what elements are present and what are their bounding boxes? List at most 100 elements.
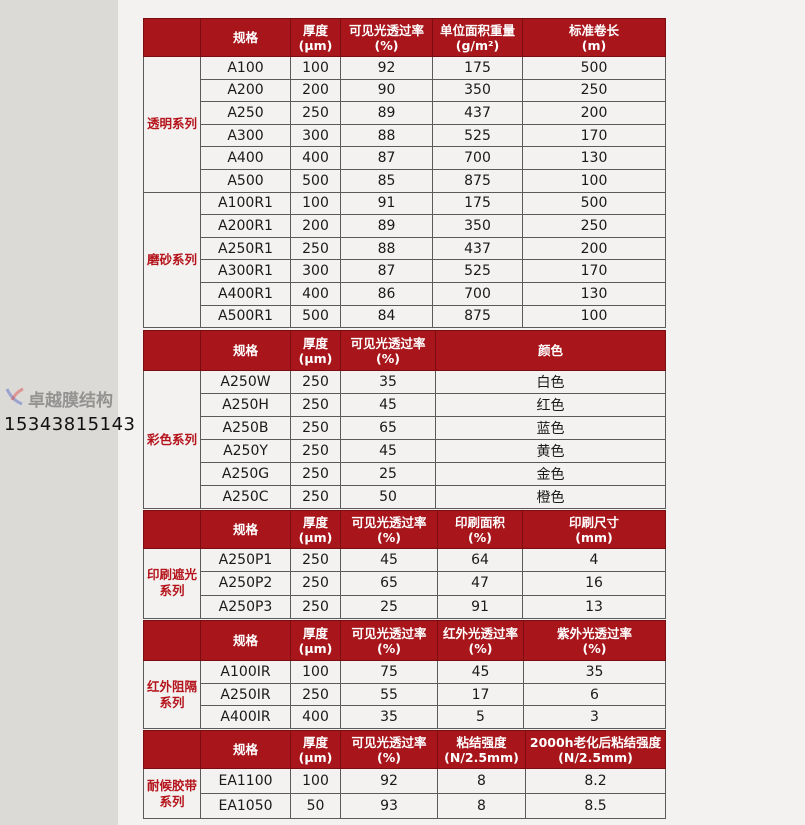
value-cell: 700 xyxy=(432,281,523,306)
spec-code-cell: A400R1 xyxy=(200,281,291,306)
column-header: 厚度 (μm) xyxy=(290,730,341,769)
table-row: A300 300 88 525 170 xyxy=(144,123,666,148)
header-row: 规格 厚度 (μm) 可见光透过率 (%) 红外光透过率 (%) 紫外光透过率 (%) xyxy=(143,620,666,661)
value-cell: 250 xyxy=(290,101,341,125)
value-cell: 300 xyxy=(290,123,341,148)
column-header: 颜色 xyxy=(435,330,666,371)
value-cell: 8 xyxy=(437,768,526,794)
column-header: 印刷尺寸 (mm) xyxy=(522,510,666,549)
column-header xyxy=(143,18,201,57)
watermark-phone: 15343815143 xyxy=(4,414,136,435)
column-header xyxy=(143,510,201,549)
spec-code-cell: A250R1 xyxy=(200,236,291,261)
column-header: 规格 xyxy=(200,620,291,661)
value-cell: 13 xyxy=(522,594,666,619)
value-cell: 437 xyxy=(432,101,523,125)
value-cell: 65 xyxy=(340,571,438,596)
spec-code-cell: A100IR xyxy=(200,660,291,684)
value-cell: 400 xyxy=(290,281,341,306)
value-cell: 250 xyxy=(522,78,666,103)
series-label: 透明系列 xyxy=(143,56,201,193)
column-header: 规格 xyxy=(200,330,291,371)
value-cell: 89 xyxy=(340,214,433,238)
table-row: A400IR 400 35 5 3 xyxy=(144,705,666,730)
table-row: 磨砂系列 A100R1 100 91 175 500 xyxy=(143,191,666,329)
value-cell: 700 xyxy=(432,146,523,170)
spec-code-cell: A300R1 xyxy=(200,259,291,283)
header-row: 规格 厚度 (μm) 可见光透过率 (%) 颜色 xyxy=(143,330,666,371)
spec-code-cell: A100R1 xyxy=(200,191,291,216)
value-cell: 250 xyxy=(290,571,341,596)
spec-code-cell: A200 xyxy=(200,78,291,103)
value-cell: 64 xyxy=(437,547,523,573)
value-cell: 400 xyxy=(290,705,341,730)
value-cell: 白色 xyxy=(435,370,666,394)
table-row: A500R1 500 84 875 100 xyxy=(144,304,666,329)
value-cell: 3 xyxy=(523,705,666,730)
spec-table-main: 规格 厚度 (μm) 可见光透过率 (%) 单位面积重量 (g/m²) 标准卷长 (m)… xyxy=(143,18,666,329)
value-cell: 525 xyxy=(432,259,523,283)
value-cell: 87 xyxy=(340,259,433,283)
value-cell: 175 xyxy=(432,56,523,80)
value-cell: 50 xyxy=(290,793,341,819)
spec-code-cell: A250P2 xyxy=(200,571,291,596)
column-header: 标准卷长 (m) xyxy=(522,18,666,57)
watermark-brand: 卓越膜结构 xyxy=(28,391,113,411)
value-cell: 蓝色 xyxy=(435,416,666,440)
value-cell: 45 xyxy=(340,547,438,573)
value-cell: 91 xyxy=(340,191,433,216)
column-header: 2000h老化后粘结强度 (N/2.5mm) xyxy=(525,730,666,769)
value-cell: 500 xyxy=(522,191,666,216)
column-header xyxy=(143,730,201,769)
value-cell: 200 xyxy=(522,101,666,125)
value-cell: 170 xyxy=(522,259,666,283)
value-cell: 35 xyxy=(523,660,666,684)
value-cell: 100 xyxy=(290,768,341,794)
series-label: 耐候胶带 系列 xyxy=(143,768,201,819)
value-cell: 200 xyxy=(522,236,666,261)
column-header: 可见光透过率 (%) xyxy=(340,620,438,661)
column-header: 紫外光透过率 (%) xyxy=(523,620,666,661)
table-row: A250P3 250 25 91 13 xyxy=(144,594,666,619)
value-cell: 250 xyxy=(290,416,341,440)
value-cell: 100 xyxy=(290,191,341,216)
value-cell: 35 xyxy=(340,370,436,394)
table-row: A250B 250 65 蓝色 xyxy=(144,416,666,440)
value-cell: 250 xyxy=(290,236,341,261)
spec-code-cell: A250 xyxy=(200,101,291,125)
value-cell: 88 xyxy=(340,236,433,261)
spec-table-print: 规格 厚度 (μm) 可见光透过率 (%) 印刷面积 (%) 印刷尺寸 (mm) 印刷遮光… xyxy=(143,510,666,619)
value-cell: 250 xyxy=(290,462,341,486)
value-cell: 500 xyxy=(290,304,341,329)
value-cell: 100 xyxy=(522,168,666,193)
value-cell: 50 xyxy=(340,485,436,509)
value-cell: 100 xyxy=(522,304,666,329)
spec-code-cell: A250G xyxy=(200,462,291,486)
spec-code-cell: A250Y xyxy=(200,439,291,463)
spec-code-cell: A400IR xyxy=(200,705,291,730)
value-cell: 86 xyxy=(340,281,433,306)
value-cell: 84 xyxy=(340,304,433,329)
column-header: 可见光透过率 (%) xyxy=(340,330,436,371)
spec-code-cell: A250H xyxy=(200,393,291,417)
spec-table-ir: 规格 厚度 (μm) 可见光透过率 (%) 红外光透过率 (%) 紫外光透过率 (%) 红… xyxy=(143,620,666,730)
spec-table-color: 规格 厚度 (μm) 可见光透过率 (%) 颜色 彩色系列 A250W 250 35 白色 A25… xyxy=(143,330,666,509)
column-header: 厚度 (μm) xyxy=(290,510,341,549)
spec-code-cell: A250P3 xyxy=(200,594,291,619)
series-label: 红外阻隔 系列 xyxy=(143,659,201,730)
value-cell: 437 xyxy=(432,236,523,261)
value-cell: 100 xyxy=(290,56,341,80)
value-cell: 45 xyxy=(340,393,436,417)
value-cell: 250 xyxy=(290,485,341,509)
value-cell: 90 xyxy=(340,78,433,103)
column-header: 印刷面积 (%) xyxy=(437,510,523,549)
spec-code-cell: EA1050 xyxy=(200,793,291,819)
value-cell: 55 xyxy=(340,682,438,707)
value-cell: 16 xyxy=(522,571,666,596)
column-header: 规格 xyxy=(200,510,291,549)
spec-code-cell: A250IR xyxy=(200,682,291,707)
table-row: A250P2 250 65 47 16 xyxy=(144,571,666,596)
value-cell: 黄色 xyxy=(435,439,666,463)
value-cell: 92 xyxy=(340,768,438,794)
value-cell: 130 xyxy=(522,146,666,170)
